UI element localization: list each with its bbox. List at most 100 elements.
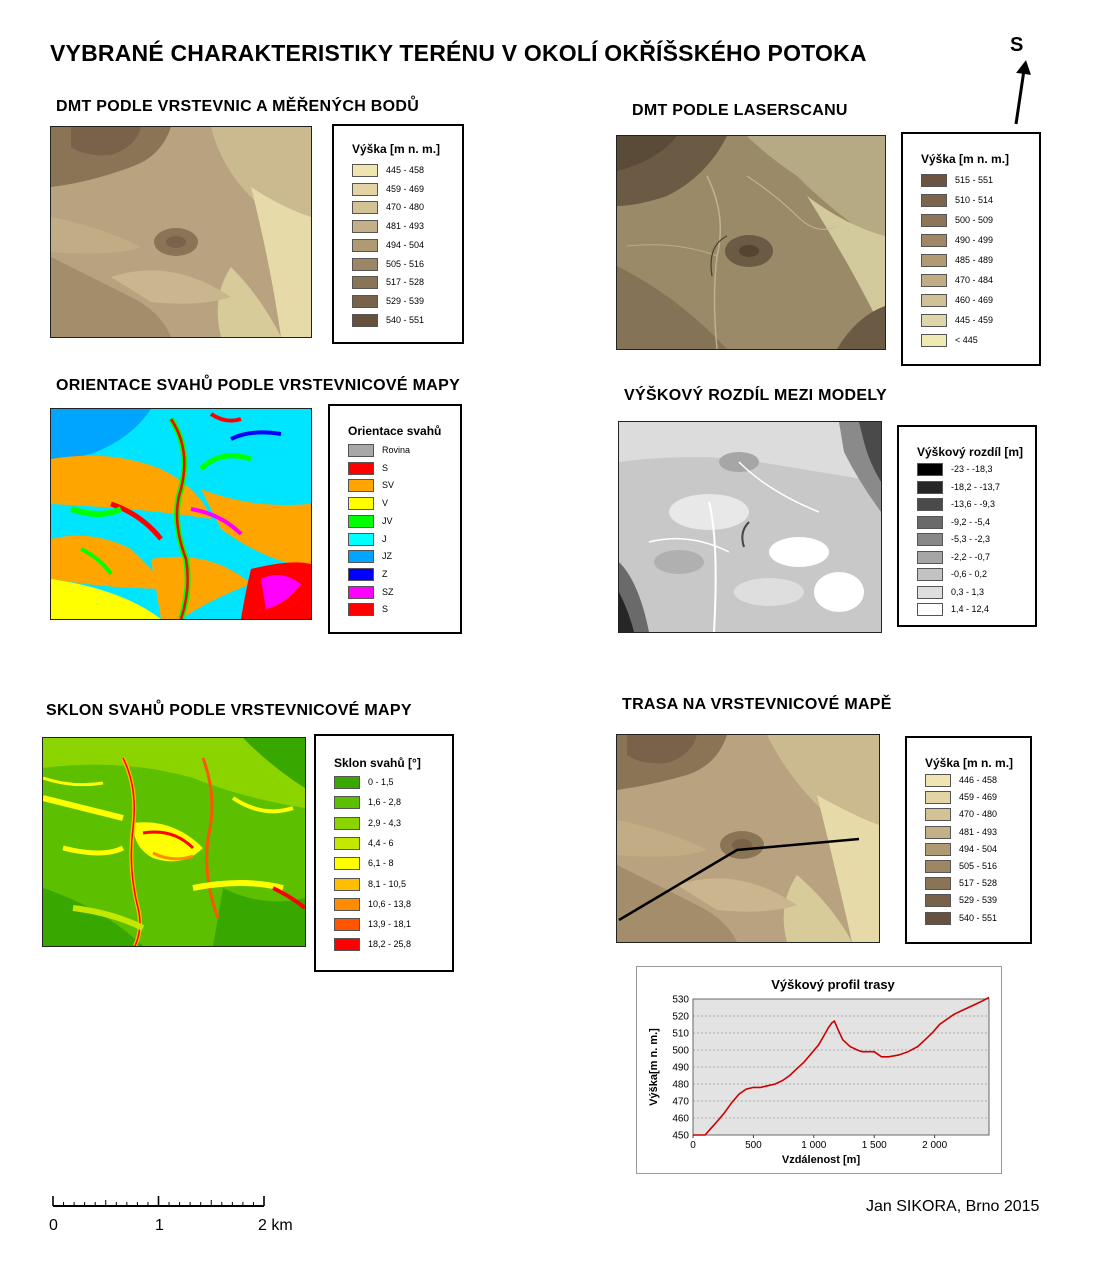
legend-label: 485 - 489 — [955, 255, 994, 265]
legend-swatch — [334, 776, 360, 789]
legend-swatch — [917, 463, 943, 476]
legend-swatch — [352, 182, 378, 196]
legend-swatch — [925, 774, 951, 787]
scale-bar — [52, 1196, 265, 1207]
y-tick-label: 450 — [672, 1131, 689, 1142]
legend-label: 470 - 484 — [955, 275, 994, 285]
legend-swatch — [348, 532, 374, 546]
legend-label: Z — [382, 568, 388, 579]
panel-title-slope: SKLON SVAHŮ PODLE VRSTEVNICOVÉ MAPY — [46, 702, 412, 719]
legend-label: 6,1 - 8 — [368, 858, 394, 869]
legend-label: -13,6 - -9,3 — [951, 499, 996, 509]
legend-label: -9,2 - -5,4 — [951, 516, 991, 527]
legend-label: 481 - 493 — [959, 826, 998, 837]
y-tick-label: 480 — [672, 1080, 689, 1091]
panel-title-dmt-contours: DMT PODLE VRSTEVNIC A MĚŘENÝCH BODŮ — [56, 98, 420, 115]
legend-swatch — [917, 515, 943, 529]
legend-swatch — [921, 214, 947, 227]
legend-swatch — [917, 550, 943, 564]
y-tick-label: 520 — [672, 1012, 689, 1023]
map-aspect — [50, 408, 312, 620]
legend-swatch — [352, 220, 378, 234]
legend-swatch — [921, 174, 947, 187]
legend-swatch — [334, 877, 360, 891]
legend-swatch — [334, 816, 360, 830]
scale-label-1: 1 — [155, 1217, 164, 1234]
legend-swatch — [352, 238, 378, 252]
legend-swatch — [348, 550, 374, 564]
elevation-profile-chart: 450 460 470 480 490 500 510 520 530 0 500 1 000 1 50… — [636, 966, 1002, 1174]
legend-label: -0,6 - 0,2 — [951, 569, 988, 579]
legend-label: 494 - 504 — [386, 239, 425, 250]
legend-label: < 445 — [955, 335, 978, 345]
legend-label: -5,3 - -2,3 — [951, 534, 991, 544]
legend-swatch — [352, 164, 378, 177]
legend-title: Výškový rozdíl [m] — [917, 445, 1024, 459]
legend-aspect: Orientace svahů Rovina S SV V JV J JZ Z SZ S — [328, 404, 462, 634]
map-dmt-contours — [50, 126, 312, 338]
x-tick-label: 2 000 — [922, 1140, 947, 1151]
x-axis-label: Vzdálenost [m] — [782, 1154, 861, 1166]
legend-label: 4,4 - 6 — [368, 837, 394, 848]
legend-label: 505 - 516 — [386, 258, 425, 269]
legend-swatch — [921, 294, 947, 307]
legend-swatch — [921, 274, 947, 287]
legend-label: 529 - 539 — [386, 295, 425, 306]
legend-label: 2,9 - 4,3 — [368, 817, 402, 828]
legend-swatch — [917, 568, 943, 581]
legend-label: 459 - 469 — [386, 183, 425, 194]
legend-label: SZ — [382, 586, 394, 597]
legend-label: 494 - 504 — [959, 843, 998, 854]
legend-swatch — [334, 836, 360, 850]
legend-title: Výška [m n. m.] — [921, 152, 1010, 166]
legend-swatch — [348, 603, 374, 617]
legend-swatch — [334, 897, 360, 911]
x-tick-label: 1 000 — [801, 1140, 826, 1151]
legend-label: 1,4 - 12,4 — [951, 604, 990, 614]
y-tick-label: 460 — [672, 1114, 689, 1125]
legend-swatch — [925, 791, 951, 805]
legend-label: 529 - 539 — [959, 895, 998, 906]
y-tick-label: 490 — [672, 1063, 689, 1074]
legend-difference: Výškový rozdíl [m] -23 - -18,3 -18,2 - -1… — [897, 425, 1037, 627]
y-axis-label: Výška[m n. m.] — [648, 1028, 660, 1106]
legend-swatch — [334, 938, 360, 952]
legend-label: 0,3 - 1,3 — [951, 586, 985, 597]
legend-label: 460 - 469 — [955, 295, 994, 305]
x-tick-label: 0 — [690, 1140, 696, 1151]
legend-route: Výška [m n. m.] 446 - 458 459 - 469 470 - … — [905, 736, 1032, 944]
legend-label: 445 - 458 — [386, 165, 425, 175]
legend-label: 13,9 - 18,1 — [368, 919, 412, 930]
legend-swatch — [917, 585, 943, 599]
legend-swatch — [921, 334, 947, 347]
legend-label: SV — [382, 480, 395, 491]
legend-swatch — [925, 842, 951, 856]
legend-label: 470 - 480 — [959, 809, 998, 820]
legend-swatch — [921, 194, 947, 207]
legend-swatch — [921, 234, 947, 247]
legend-label: -23 - -18,3 — [951, 464, 993, 474]
legend-label: 446 - 458 — [959, 775, 998, 785]
legend-swatch — [925, 860, 951, 873]
panel-title-route: TRASA NA VRSTEVNICOVÉ MAPĚ — [622, 696, 892, 713]
x-tick-label: 500 — [745, 1140, 762, 1151]
chart-title: Výškový profil trasy — [771, 977, 895, 992]
legend-label: 540 - 551 — [959, 912, 998, 923]
map-slope — [42, 737, 306, 947]
legend-label: 10,6 - 13,8 — [368, 898, 412, 909]
legend-dmt-laser: Výška [m n. m.] 515 - 551 510 - 514 500 - … — [901, 132, 1041, 366]
legend-label: S — [382, 462, 389, 473]
legend-swatch — [348, 585, 374, 599]
legend-swatch — [925, 877, 951, 891]
north-label: S — [1010, 34, 1024, 56]
legend-label: 445 - 459 — [955, 315, 994, 325]
legend-label: 1,6 - 2,8 — [368, 797, 402, 808]
legend-title: Výška [m n. m.] — [925, 756, 1014, 770]
legend-label: 515 - 551 — [955, 175, 994, 185]
legend-swatch — [352, 201, 378, 215]
legend-label: V — [382, 498, 389, 509]
legend-swatch — [352, 294, 378, 308]
author-credit: Jan SIKORA, Brno 2015 — [866, 1198, 1040, 1215]
legend-swatch — [348, 567, 374, 581]
legend-label: 8,1 - 10,5 — [368, 878, 407, 889]
